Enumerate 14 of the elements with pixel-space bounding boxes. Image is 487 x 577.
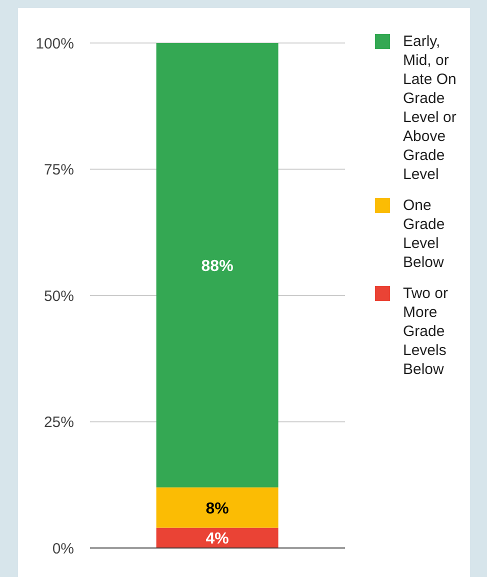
y-tick-label: 75%	[44, 162, 74, 179]
data-label: 8%	[206, 500, 229, 518]
data-label: 4%	[206, 530, 229, 548]
y-tick-label: 50%	[44, 288, 74, 305]
legend-label: Early, Mid, or Late On Grade Level or Above Grade Level	[403, 32, 458, 184]
legend-label: One Grade Level Below	[403, 196, 446, 272]
bar	[156, 43, 278, 488]
data-label: 88%	[201, 258, 234, 275]
y-tick-label: 100%	[36, 35, 74, 52]
y-tick-label: 25%	[44, 414, 74, 432]
bar	[156, 487, 278, 528]
legend-label: Two or More Grade Levels Below	[403, 284, 450, 379]
bar	[156, 528, 278, 548]
y-tick-label: 0%	[52, 540, 74, 558]
